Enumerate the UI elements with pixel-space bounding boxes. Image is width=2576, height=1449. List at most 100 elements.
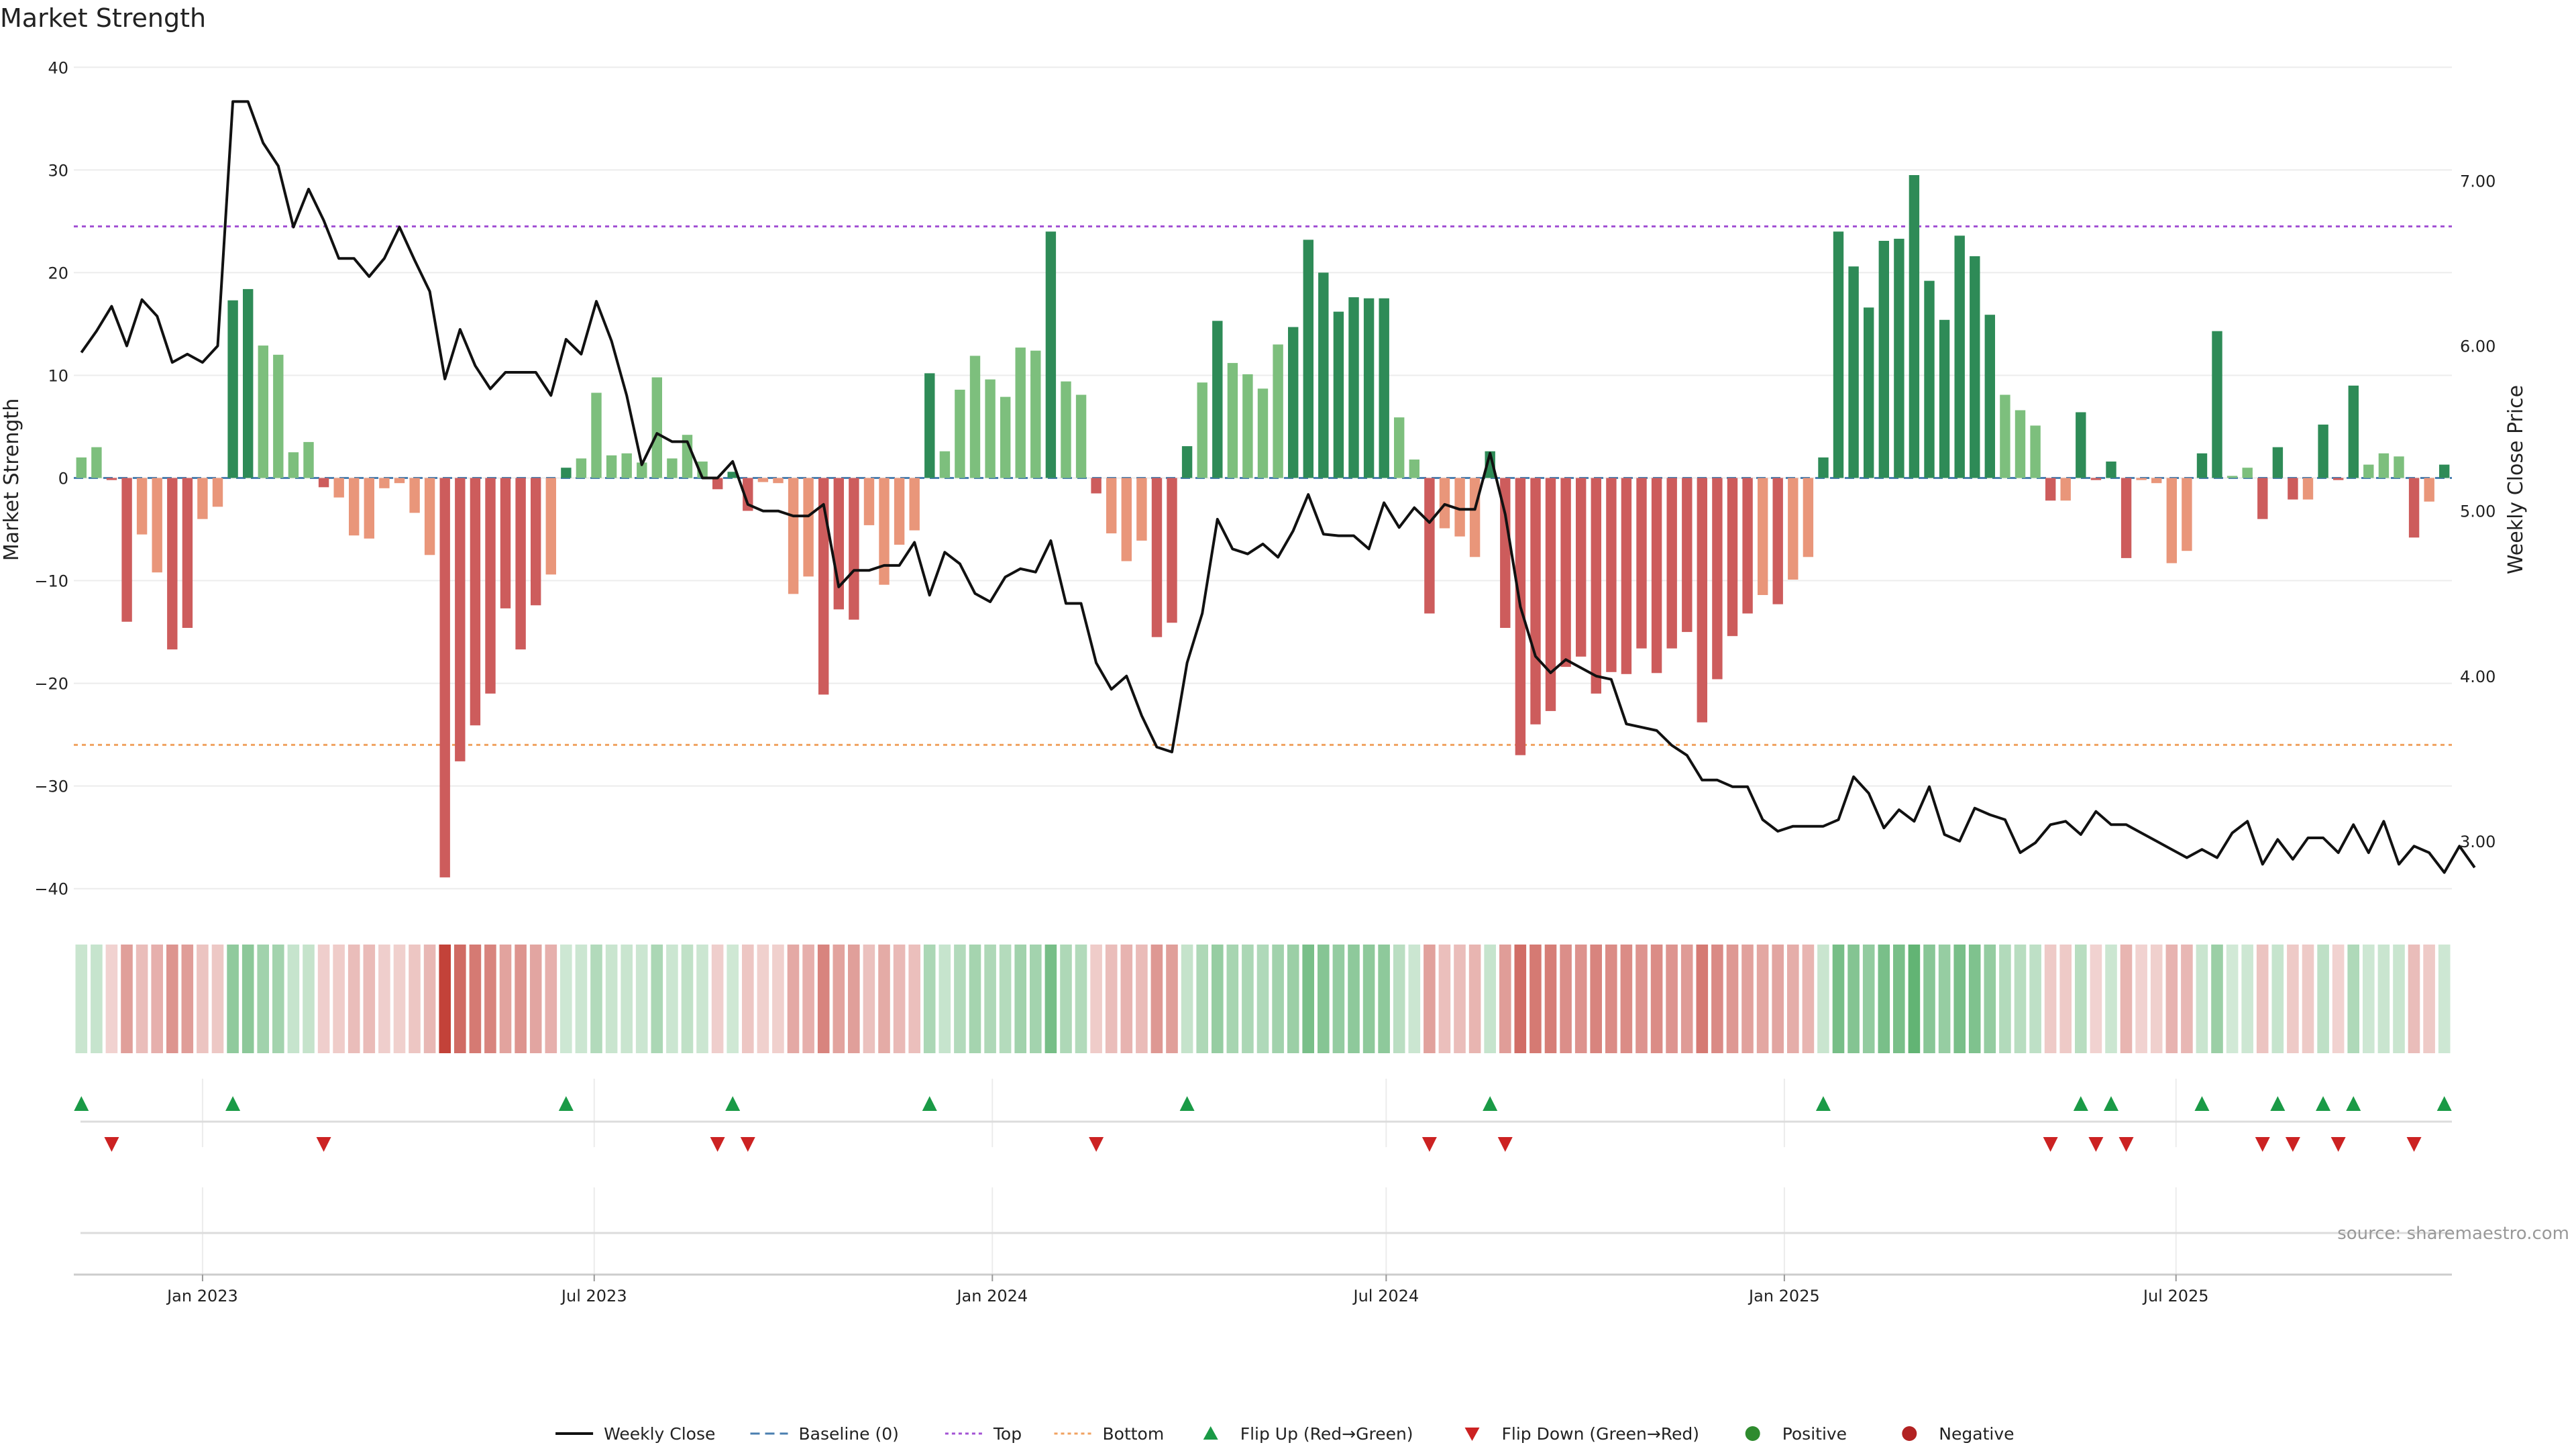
strength-bar bbox=[909, 478, 920, 531]
strip-cell bbox=[136, 945, 148, 1053]
strength-bar bbox=[394, 478, 405, 484]
strip-cell bbox=[347, 945, 360, 1053]
y-tick-label: 10 bbox=[48, 366, 68, 385]
strip-cell bbox=[1756, 945, 1769, 1053]
strip-cell bbox=[1620, 945, 1633, 1053]
flip-markers bbox=[74, 1079, 2452, 1152]
strip-cell bbox=[1242, 945, 1254, 1053]
strip-cell bbox=[1832, 945, 1845, 1053]
strength-bar bbox=[333, 478, 344, 498]
strip-cell bbox=[1287, 945, 1299, 1053]
strip-cell bbox=[1166, 945, 1178, 1053]
strip-cell bbox=[2438, 945, 2451, 1053]
strip-cell bbox=[75, 945, 88, 1053]
x-tick-label: Jan 2023 bbox=[166, 1287, 238, 1305]
strip-cell bbox=[529, 945, 542, 1053]
strength-bar bbox=[2166, 478, 2177, 564]
strength-bar bbox=[1651, 478, 1662, 674]
legend-label: Bottom bbox=[1103, 1424, 1165, 1444]
strip-cell bbox=[2241, 945, 2253, 1053]
strip-cell bbox=[1484, 945, 1496, 1053]
strip-cell bbox=[333, 945, 345, 1053]
strip-cell bbox=[1908, 945, 1921, 1053]
y-tick-label: −40 bbox=[34, 880, 68, 899]
strength-bar bbox=[1621, 478, 1632, 674]
strength-bar bbox=[1666, 478, 1677, 649]
strip-cell bbox=[1014, 945, 1026, 1053]
strength-bar bbox=[1909, 175, 1920, 478]
strip-cell bbox=[2423, 945, 2435, 1053]
strength-bar bbox=[1181, 446, 1193, 478]
strength-bar bbox=[2394, 456, 2404, 478]
strength-bar bbox=[2439, 464, 2450, 478]
strip-cell bbox=[1393, 945, 1405, 1053]
strip-cell bbox=[439, 945, 451, 1053]
strip-cell bbox=[1468, 945, 1481, 1053]
strength-bar bbox=[1727, 478, 1738, 637]
strength-bar bbox=[849, 478, 859, 620]
legend-swatch bbox=[1902, 1426, 1917, 1441]
strip-cell bbox=[2014, 945, 2027, 1053]
strip-cell bbox=[711, 945, 724, 1053]
strip-cell bbox=[1060, 945, 1072, 1053]
strength-bar bbox=[576, 458, 587, 478]
strip-cell bbox=[1741, 945, 1754, 1053]
strip-cell bbox=[2120, 945, 2133, 1053]
y2-tick-label: 5.00 bbox=[2460, 502, 2496, 521]
strength-bar bbox=[76, 457, 87, 478]
strength-bar bbox=[1833, 231, 1844, 478]
legend-item: Flip Up (Red→Green) bbox=[1203, 1424, 1413, 1444]
strip-cell bbox=[802, 945, 814, 1053]
strip-cell bbox=[2271, 945, 2284, 1053]
strength-bar bbox=[2318, 424, 2328, 478]
strength-bar bbox=[273, 354, 284, 478]
x-tick-label: Jan 2024 bbox=[955, 1287, 1028, 1305]
flip-up-marker bbox=[558, 1096, 574, 1111]
strength-bar bbox=[924, 373, 935, 478]
strip-cell bbox=[575, 945, 588, 1053]
strength-bar bbox=[182, 478, 193, 628]
strength-bar bbox=[1273, 344, 1283, 478]
strength-bar bbox=[1333, 311, 1344, 478]
strip-cell bbox=[1136, 945, 1148, 1053]
strip-cell bbox=[2135, 945, 2147, 1053]
strength-bar bbox=[2363, 464, 2374, 478]
strength-bar bbox=[1712, 478, 1723, 680]
strength-bar bbox=[1970, 256, 1980, 478]
legend-item: Bottom bbox=[1054, 1424, 1165, 1444]
strip-cell bbox=[1332, 945, 1345, 1053]
y2-tick-label: 3.00 bbox=[2460, 833, 2496, 851]
strip-cell bbox=[817, 945, 830, 1053]
strength-bar bbox=[2408, 478, 2420, 538]
strength-bar bbox=[2226, 476, 2238, 478]
y2-tick-label: 7.00 bbox=[2460, 172, 2496, 191]
strength-bar bbox=[1318, 272, 1329, 478]
strength-bar bbox=[939, 451, 951, 478]
strength-bar bbox=[197, 478, 208, 519]
strength-bar bbox=[1030, 350, 1041, 478]
strength-bar bbox=[1939, 319, 1950, 478]
strip-cell bbox=[1348, 945, 1360, 1053]
strip-cell bbox=[1923, 945, 1935, 1053]
strip-cell bbox=[1030, 945, 1042, 1053]
strength-bar bbox=[2136, 478, 2147, 480]
strength-bar bbox=[1227, 363, 1238, 478]
flip-up-marker bbox=[922, 1096, 937, 1111]
strength-bar bbox=[667, 458, 678, 478]
strip-cell bbox=[2332, 945, 2345, 1053]
strip-cell bbox=[2302, 945, 2314, 1053]
strength-bar bbox=[1560, 478, 1571, 667]
strength-bar bbox=[91, 447, 102, 478]
strip-cell bbox=[257, 945, 269, 1053]
strength-bar bbox=[1636, 478, 1647, 649]
strip-cell bbox=[1560, 945, 1572, 1053]
legend-swatch bbox=[1203, 1426, 1218, 1440]
flip-down-marker bbox=[2406, 1137, 2422, 1152]
strip-cell bbox=[2044, 945, 2057, 1053]
strip-cell bbox=[1212, 945, 1224, 1053]
legend-label: Negative bbox=[1939, 1424, 2014, 1444]
strength-bar bbox=[227, 300, 238, 478]
strip-cell bbox=[727, 945, 739, 1053]
strength-bar bbox=[485, 478, 496, 694]
